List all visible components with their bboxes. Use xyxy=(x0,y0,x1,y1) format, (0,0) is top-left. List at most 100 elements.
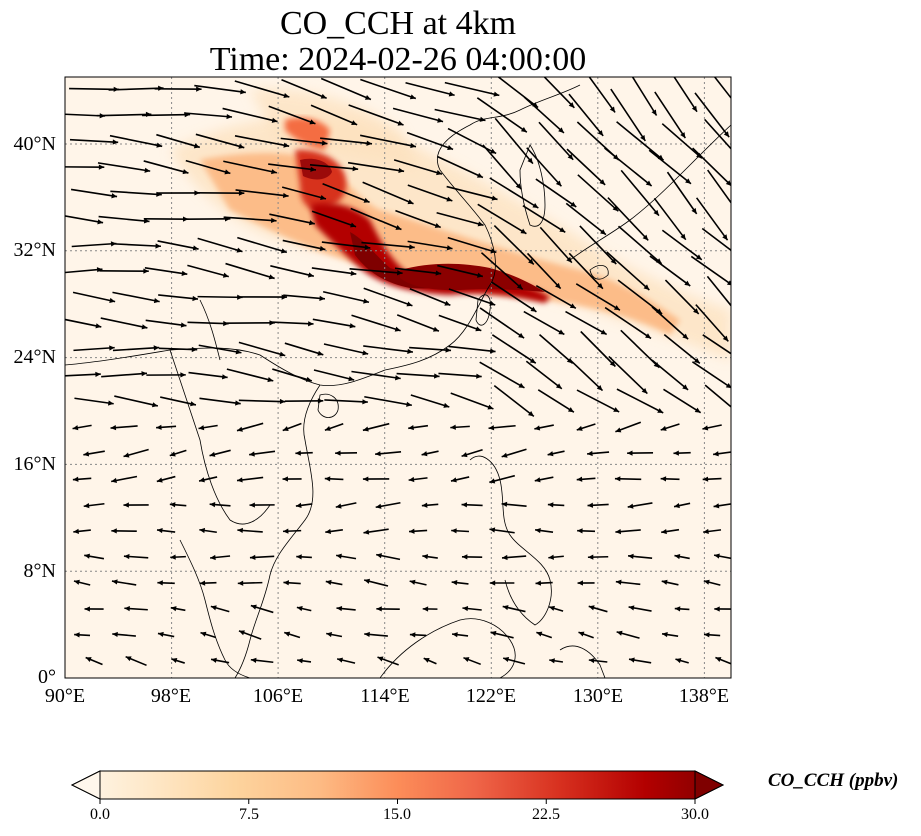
wind-arrow-head xyxy=(73,528,79,534)
wind-arrow-shaft xyxy=(482,144,522,190)
wind-arrow-shaft xyxy=(480,252,524,290)
wind-arrow-head xyxy=(351,120,358,126)
wind-arrow-shaft xyxy=(491,281,537,313)
wind-arrow-head xyxy=(284,631,291,637)
wind-arrow-head xyxy=(279,398,286,405)
wind-arrow-head xyxy=(535,527,541,534)
wind-arrow-shaft xyxy=(197,237,243,253)
wind-arrow-head xyxy=(335,450,341,456)
wind-arrow-head xyxy=(350,270,357,276)
wind-arrow-shaft xyxy=(406,131,454,151)
wind-arrow-shaft xyxy=(410,394,450,408)
wind-arrow-head xyxy=(674,554,681,560)
wind-arrow-head xyxy=(394,375,401,381)
lon-tick-98e: 98°E xyxy=(150,685,192,707)
wind-arrow-shaft xyxy=(188,371,228,379)
wind-arrow-head xyxy=(250,657,257,663)
wind-arrow-shaft xyxy=(158,347,198,351)
wind-arrow-shaft xyxy=(348,104,404,126)
wind-arrow-head xyxy=(735,210,740,216)
wind-arrow-shaft xyxy=(576,389,620,413)
wind-arrow-shaft xyxy=(112,291,160,303)
wind-arrow-head xyxy=(157,631,164,638)
wind-arrow-shaft xyxy=(70,188,118,198)
wind-arrow-head xyxy=(627,450,633,456)
wind-arrow-head xyxy=(680,132,686,139)
wind-arrow-shaft xyxy=(313,369,355,381)
wind-arrow-head xyxy=(281,294,288,300)
wind-arrow-shaft xyxy=(661,229,703,261)
wind-arrow-head xyxy=(558,329,565,335)
wind-arrow-shaft xyxy=(407,240,453,250)
wind-arrow-head xyxy=(738,157,744,163)
wind-arrow-shaft xyxy=(434,108,486,122)
wind-arrow-shaft xyxy=(604,147,653,187)
wind-arrow-shaft xyxy=(160,396,197,406)
wind-arrow-head xyxy=(199,527,206,534)
lon-tick-122e: 122°E xyxy=(465,685,517,707)
wind-arrow-head xyxy=(337,657,343,663)
colorbar-min-extend xyxy=(70,770,101,800)
wind-arrow-head xyxy=(297,658,303,664)
wind-arrow-head xyxy=(211,657,217,663)
wind-arrow-head xyxy=(437,117,444,123)
wind-arrow-head xyxy=(398,167,405,174)
wind-arrow-head xyxy=(317,398,324,404)
wind-arrow-head xyxy=(111,579,118,585)
wind-arrow-shaft xyxy=(280,137,328,145)
wind-arrow-head xyxy=(713,451,719,457)
wind-arrow-head xyxy=(703,528,709,535)
wind-arrow-head xyxy=(283,580,289,586)
lat-tick-32n: 32°N xyxy=(13,239,56,261)
wind-arrow-shaft xyxy=(569,358,604,392)
wind-arrow-shaft xyxy=(673,77,698,113)
wind-arrow-head xyxy=(445,347,452,353)
colorbar-label: CO_CCH (ppbv) xyxy=(768,770,899,791)
wind-arrow-shaft xyxy=(489,177,539,209)
wind-arrow-head xyxy=(282,476,288,482)
wind-arrow-head xyxy=(600,229,606,235)
wind-arrow-head xyxy=(576,476,583,482)
wind-arrow-shaft xyxy=(539,226,573,264)
wind-arrow-shaft xyxy=(444,81,500,97)
wind-arrow-head xyxy=(363,298,369,304)
wind-arrow-head xyxy=(527,157,533,164)
wind-arrow-head xyxy=(407,199,414,205)
wind-arrow-head xyxy=(409,244,415,250)
wind-arrow-head xyxy=(364,631,370,638)
wind-arrow-head xyxy=(96,267,103,273)
wind-arrow-head xyxy=(200,631,207,637)
wind-arrow-shaft xyxy=(235,189,289,197)
wind-arrow-head xyxy=(645,333,652,339)
wind-arrow-shaft xyxy=(394,267,442,275)
wind-arrow-shaft xyxy=(156,133,201,149)
wind-arrow-shaft xyxy=(361,241,415,249)
wind-arrow-head xyxy=(362,426,369,432)
wind-arrow-shaft xyxy=(351,370,401,380)
wind-arrow-head xyxy=(567,154,574,160)
wind-arrow-head xyxy=(324,425,331,431)
wind-arrow-shaft xyxy=(494,117,534,165)
wind-arrow-head xyxy=(600,329,607,335)
wind-arrow-shaft xyxy=(114,395,159,407)
wind-arrow-head xyxy=(628,553,634,559)
colorbar-tick-15: 15.0 xyxy=(383,806,411,823)
wind-arrow-head xyxy=(696,152,702,159)
wind-arrow-head xyxy=(95,323,102,329)
colorbar-body xyxy=(70,770,725,800)
wind-arrow-head xyxy=(609,360,616,367)
wind-arrow-head xyxy=(490,248,497,254)
wind-arrow-head xyxy=(737,411,743,416)
wind-arrow-shaft xyxy=(111,242,161,248)
wind-arrow-head xyxy=(640,134,646,141)
wind-arrow-shaft xyxy=(96,113,152,117)
wind-arrow-head xyxy=(348,376,355,382)
wind-arrow-head xyxy=(515,183,522,190)
wind-arrow-shaft xyxy=(616,388,664,414)
wind-arrow-head xyxy=(364,94,371,100)
wind-arrow-shaft xyxy=(538,334,574,364)
wind-arrow-shaft xyxy=(523,310,565,336)
wind-arrow-head xyxy=(111,528,117,534)
wind-arrow-head xyxy=(489,527,496,533)
wind-arrow-shaft xyxy=(477,203,527,235)
